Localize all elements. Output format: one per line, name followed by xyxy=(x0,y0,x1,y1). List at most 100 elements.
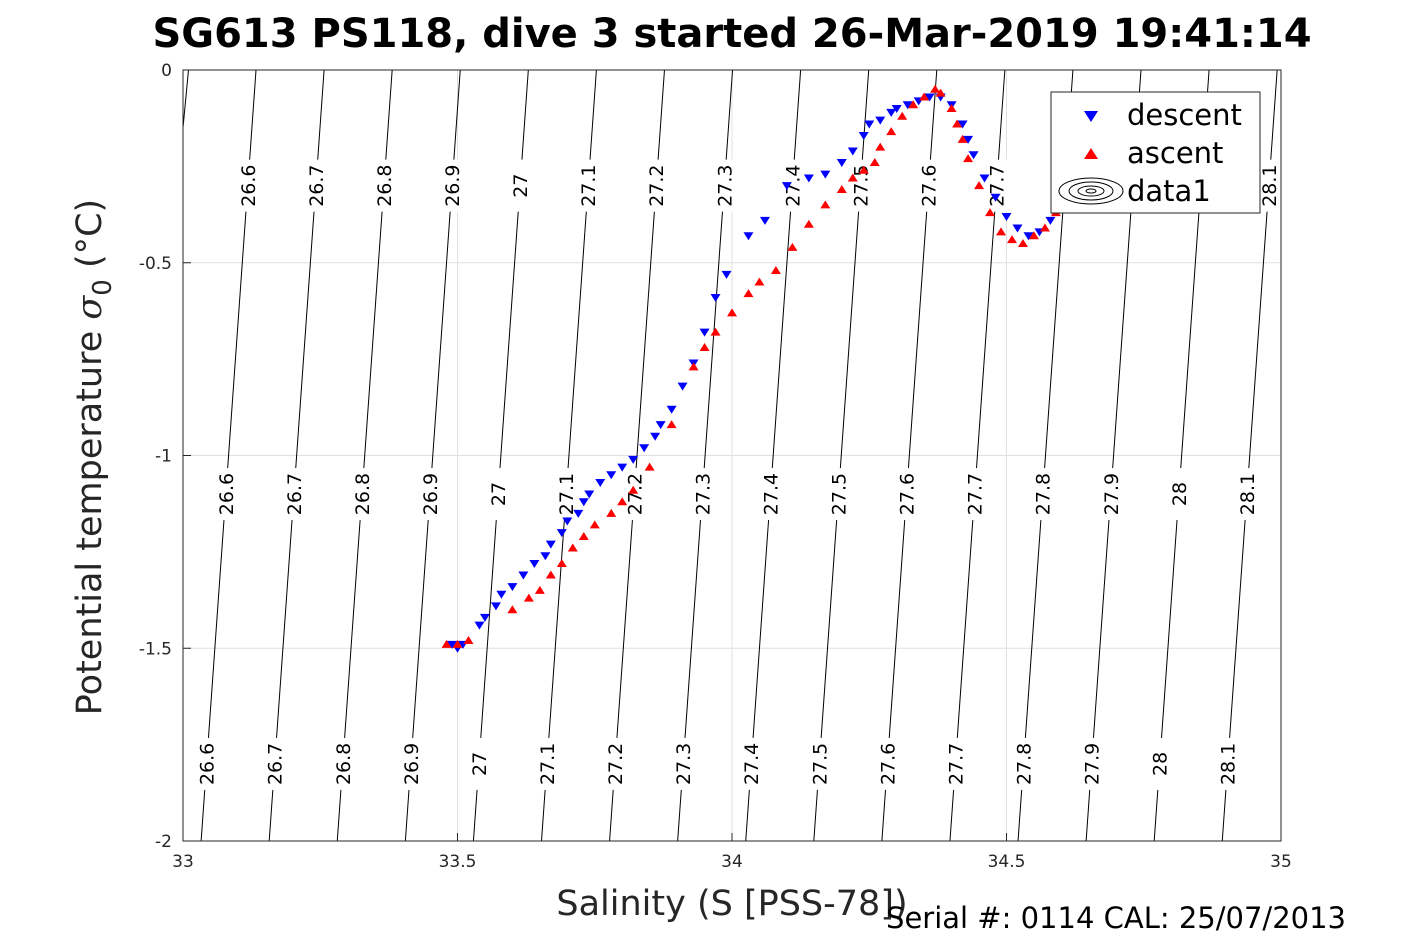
contour-label-bg xyxy=(691,468,714,521)
descent-point xyxy=(1023,232,1034,241)
contour-label-bg xyxy=(236,159,259,212)
ascent-point xyxy=(1028,231,1039,240)
legend-data1-marker xyxy=(1058,177,1124,205)
ascent-point xyxy=(908,100,919,109)
y-tick-label: -1.5 xyxy=(139,639,172,659)
descent-point xyxy=(803,174,814,183)
contour-label: 27.3 xyxy=(714,164,736,206)
contour-label-bg xyxy=(963,468,986,521)
ascent-point xyxy=(946,104,957,113)
ascent-point xyxy=(985,208,996,217)
descent-point xyxy=(556,529,567,538)
ascent-point xyxy=(820,200,831,209)
ascent-point xyxy=(875,142,886,151)
contour-label-bg xyxy=(263,737,286,790)
legend-data1-label: data1 xyxy=(1127,174,1211,208)
x-tick-label: 35 xyxy=(1270,852,1292,872)
y-axis-label-unit: (°C) xyxy=(70,199,110,279)
y-axis-label-text: Potential temperature xyxy=(70,320,110,716)
ascent-point xyxy=(688,362,699,371)
ascent-point xyxy=(770,265,781,274)
descent-point xyxy=(820,170,831,179)
ascent-point xyxy=(858,165,869,174)
contour-label: 28 xyxy=(1169,482,1191,506)
isopycnal-line xyxy=(183,70,189,128)
contour-label-bg xyxy=(672,737,695,790)
x-axis-label: Salinity (S [PSS-78]) xyxy=(556,884,907,924)
y-tick-label: 0 xyxy=(161,61,172,81)
ascent-point xyxy=(996,227,1007,236)
ascent-point xyxy=(507,605,518,614)
ascent-point xyxy=(935,88,946,97)
y-axis-label-sigma: σ xyxy=(70,295,110,320)
ascent-point xyxy=(869,158,880,167)
contour-label-bg xyxy=(399,737,422,790)
descent-point xyxy=(507,583,518,592)
ascent-point xyxy=(545,570,556,579)
ascent-point xyxy=(930,84,941,93)
descent-point xyxy=(963,135,974,144)
legend-ascent-marker xyxy=(1084,148,1098,159)
contour-label-bg xyxy=(1099,468,1122,521)
descent-point xyxy=(957,120,968,129)
contour-label: 28.1 xyxy=(1259,164,1281,206)
contour-label: 28.1 xyxy=(1237,473,1259,515)
descent-point xyxy=(573,509,584,518)
descent-point xyxy=(1012,224,1023,233)
ascent-point xyxy=(699,343,710,352)
contour-label-bg xyxy=(1031,468,1054,521)
contour-label-bg xyxy=(895,468,918,521)
contour-label: 26.8 xyxy=(352,473,374,515)
ascent-point xyxy=(754,277,765,286)
contour-label-bg xyxy=(713,159,736,212)
descent-point xyxy=(836,159,847,168)
contour-label: 27.1 xyxy=(578,164,600,206)
contour-label-bg xyxy=(759,468,782,521)
contour-label: 26.6 xyxy=(238,164,260,206)
descent-point xyxy=(562,517,573,526)
contour-label: 26.6 xyxy=(216,473,238,515)
contour-label: 27.1 xyxy=(537,743,559,785)
contour-label: 27.1 xyxy=(556,473,578,515)
descent-point xyxy=(677,382,688,391)
descent-point xyxy=(891,105,902,114)
contour-label-bg xyxy=(467,737,490,790)
descent-point xyxy=(743,232,754,241)
contour-label-bg xyxy=(282,468,305,521)
descent-point xyxy=(710,293,721,302)
contour-label-bg xyxy=(827,468,850,521)
contour-label: 27.6 xyxy=(897,473,919,515)
descent-point xyxy=(1045,216,1056,225)
ascent-point xyxy=(743,289,754,298)
contour-label-bg xyxy=(740,737,763,790)
y-axis-label-subscript: 0 xyxy=(88,279,118,296)
data-series xyxy=(441,84,1067,653)
descent-point xyxy=(518,571,529,580)
descent-point xyxy=(496,590,507,599)
chart-title: SG613 PS118, dive 3 started 26-Mar-2019 … xyxy=(152,11,1311,57)
contour-label: 27.3 xyxy=(673,743,695,785)
ascent-point xyxy=(644,462,655,471)
ascent-point xyxy=(1006,235,1017,244)
descent-point xyxy=(979,174,990,183)
contour-label: 26.8 xyxy=(374,164,396,206)
descent-series xyxy=(447,93,1067,653)
contour-label-bg xyxy=(555,468,578,521)
descent-point xyxy=(847,147,858,156)
ascent-point xyxy=(441,639,452,648)
descent-point xyxy=(666,405,677,414)
contour-label-bg xyxy=(876,737,899,790)
contour-label-bg xyxy=(350,468,373,521)
descent-point xyxy=(902,101,913,110)
contour-label-bg xyxy=(487,468,510,521)
ascent-point xyxy=(589,520,600,529)
ascent-point xyxy=(803,219,814,228)
contour-label: 27.4 xyxy=(741,743,763,785)
contour-label-bg xyxy=(1257,159,1280,212)
contour-label: 27.8 xyxy=(1014,743,1036,785)
contour-label-bg xyxy=(195,737,218,790)
contour-label: 27.7 xyxy=(945,743,967,785)
contour-label: 27.5 xyxy=(850,164,872,206)
descent-point xyxy=(578,498,589,507)
